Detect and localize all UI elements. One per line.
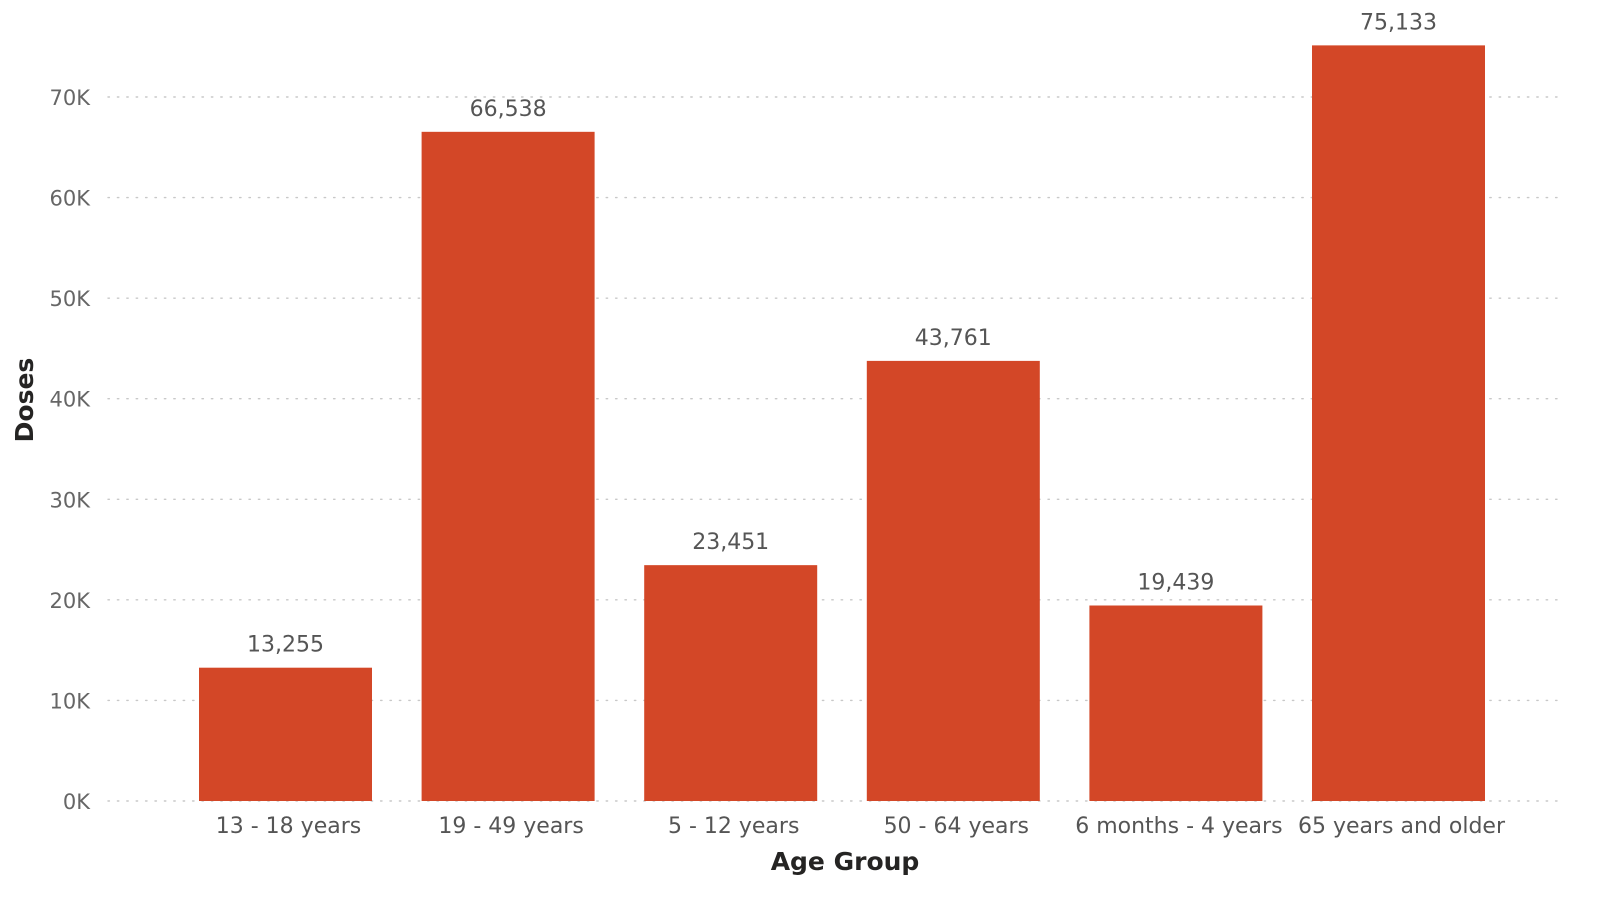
y-tick-label: 50K <box>50 287 92 311</box>
x-tick-label: 50 - 64 years <box>884 814 1029 839</box>
y-axis-ticks: 0K 10K 20K 30K 40K 50K 60K 70K <box>50 86 92 814</box>
x-axis-title: Age Group <box>771 847 920 876</box>
x-tick-label: 5 - 12 years <box>668 814 799 839</box>
x-tick-label: 6 months - 4 years <box>1075 814 1282 839</box>
y-tick-label: 60K <box>50 187 92 211</box>
y-tick-label: 70K <box>50 86 92 110</box>
data-label: 66,538 <box>470 97 547 122</box>
bar[interactable] <box>199 667 372 801</box>
data-label: 75,133 <box>1360 10 1437 35</box>
x-tick-label: 13 - 18 years <box>216 814 361 839</box>
data-labels: 13,255 66,538 23,451 43,761 19,439 75,133 <box>247 10 1437 657</box>
y-tick-label: 0K <box>63 790 91 814</box>
y-axis-title: Doses <box>10 358 39 443</box>
y-tick-label: 20K <box>50 589 92 613</box>
y-tick-label: 10K <box>50 689 92 713</box>
data-label: 19,439 <box>1137 570 1214 595</box>
x-axis-ticks: 13 - 18 years 19 - 49 years 5 - 12 years 50… <box>216 814 1506 839</box>
y-tick-label: 40K <box>50 388 92 412</box>
data-label: 13,255 <box>247 633 324 658</box>
bar[interactable] <box>644 565 818 801</box>
bar[interactable] <box>1312 45 1485 801</box>
y-tick-label: 30K <box>50 488 92 512</box>
data-label: 43,761 <box>915 326 992 351</box>
x-tick-label: 65 years and older <box>1298 814 1506 839</box>
bar[interactable] <box>421 131 595 802</box>
bar[interactable] <box>1089 605 1263 801</box>
x-tick-label: 19 - 49 years <box>438 814 583 839</box>
data-label: 23,451 <box>692 530 769 555</box>
bars <box>199 45 1485 802</box>
bar[interactable] <box>866 360 1040 801</box>
